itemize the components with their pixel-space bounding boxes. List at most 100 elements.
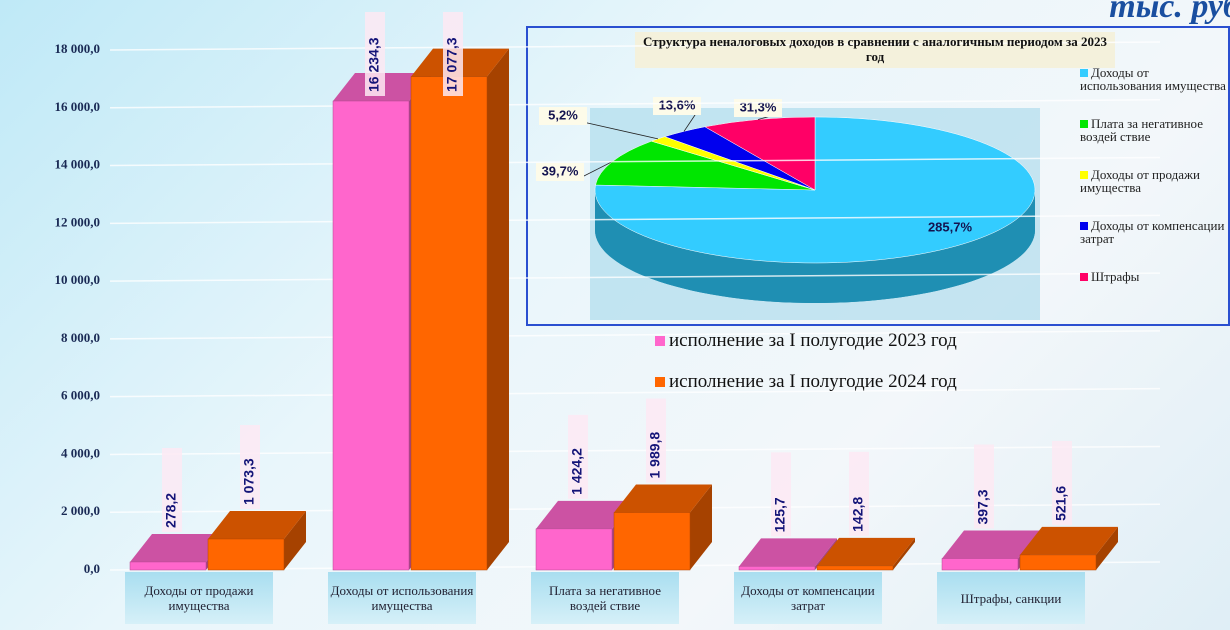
bar-top [1020,526,1118,555]
bar [1019,526,1118,571]
bar-top [817,537,915,566]
pie-value-label: 13,6% [659,97,696,112]
legend-swatch [1080,171,1088,179]
pie-value-label: 5,2% [548,107,578,122]
value-label-box [849,451,869,536]
value-label-box [568,414,588,499]
leader-line [683,111,698,132]
value-label: 1 073,3 [241,458,257,505]
pie-title: Структура неналоговых доходов в сравнени… [643,34,1107,64]
grid-line [109,272,1161,282]
legend-text: Плата за негативное воздей ствие [1080,116,1203,144]
value-label-box [240,424,260,509]
grid-line [109,330,1161,340]
grid-line [109,156,1161,167]
pie-value-label: 285,7% [928,219,973,234]
legend-swatch [655,336,665,346]
bar-front [1019,554,1097,571]
bar-front [941,558,1019,571]
grid-line [109,99,1161,109]
value-label-box [771,452,791,537]
bar-front [207,538,285,571]
bar-front [129,561,207,571]
bar [207,510,306,571]
bar-side [487,48,509,571]
bar-side [893,537,915,570]
bar [410,48,509,571]
legend-item: исполнение за I полугодие 2023 год [655,330,957,352]
bar-front [535,528,613,571]
value-label-box [646,398,666,483]
legend-text: исполнение за I полугодие 2023 год [669,330,957,351]
pie-value-label: 31,3% [740,99,777,114]
legend-item: Доходы от использования имущества [1080,66,1230,92]
bar-top [130,533,228,562]
grid-line [109,214,1161,225]
bar [816,537,915,571]
value-label: 125,7 [772,497,788,532]
pie-slice [594,116,1036,264]
pie-label-box [536,163,584,181]
legend-text: исполнение за I полугодие 2024 год [669,371,957,392]
bar-side [690,484,712,570]
y-tick-label: 18 000,0 [55,41,101,56]
value-label: 16 234,3 [366,37,382,92]
legend-swatch [655,377,665,387]
value-label-box [365,12,385,96]
legend-item: исполнение за I полугодие 2024 год [655,371,957,393]
value-label: 521,6 [1053,486,1069,521]
bar-top [739,538,837,567]
bar-top [208,510,306,539]
legend-text: Штрафы [1091,269,1140,284]
y-tick-label: 2 000,0 [61,503,100,518]
bar-front [410,76,488,571]
value-label-box [974,444,994,529]
y-tick-label: 16 000,0 [55,99,101,114]
legend-text: Доходы от продажи имущества [1080,167,1200,195]
value-label: 278,2 [163,493,179,528]
value-label: 142,8 [850,497,866,532]
legend-item: Штрафы [1080,270,1230,283]
grid-line [109,387,1161,398]
bar-front [738,566,816,571]
value-label: 1 424,2 [569,448,585,495]
legend-swatch [1080,120,1088,128]
bar-top [614,484,712,513]
y-tick-label: 4 000,0 [61,445,100,460]
grid-line [109,445,1161,456]
value-label: 1 989,8 [647,432,663,479]
y-tick-label: 14 000,0 [55,157,101,172]
value-label-box [162,447,182,532]
legend-text: Доходы от использования имущества [1080,65,1226,93]
leader-line [579,161,613,179]
value-label: 17 077,3 [444,37,460,92]
legend-item: Плата за негативное воздей ствие [1080,117,1230,143]
x-tick-label: Плата за негативное воздей ствие [531,572,679,624]
pie-value-label: 39,7% [542,163,579,178]
y-tick-label: 8 000,0 [61,330,100,345]
pie-label-box [539,107,587,125]
legend-swatch [1080,273,1088,281]
legend-swatch [1080,69,1088,77]
bar-top [536,500,634,529]
x-tick-label: Доходы от компенсации затрат [734,572,882,624]
grid-line [109,41,1161,51]
legend-swatch [1080,222,1088,230]
leader-line [582,121,659,140]
pie-label-box [653,97,701,115]
bar-front [332,100,410,571]
bar-front [816,565,894,571]
bar-side [284,510,306,570]
bar [613,484,712,571]
x-tick-label: Доходы от продажи имущества [125,572,273,624]
value-label-box [443,12,463,96]
unit-label: тыс. руб [1109,0,1230,25]
legend-text: Доходы от компенсации затрат [1080,218,1225,246]
y-tick-label: 0,0 [84,561,100,576]
x-tick-label: Штрафы, санкции [937,572,1085,624]
legend-item: Доходы от продажи имущества [1080,168,1230,194]
pie-title-box [635,32,1115,68]
bar-side [1096,526,1118,570]
